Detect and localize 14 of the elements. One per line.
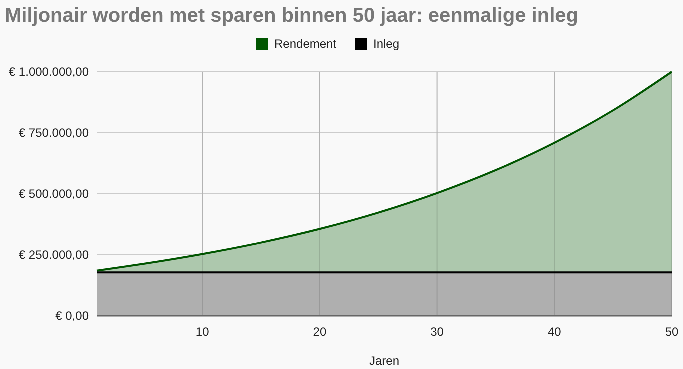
legend-label: Inleg: [374, 37, 400, 51]
y-tick-label: € 500.000,00: [18, 187, 90, 202]
y-tick-label: € 250.000,00: [18, 248, 90, 262]
x-tick-label: 20: [313, 325, 327, 339]
legend-label: Rendement: [274, 37, 338, 51]
y-tick-label: € 1.000.000,00: [8, 65, 90, 80]
x-tick-label: 30: [430, 325, 444, 339]
x-axis-title: Jaren: [369, 354, 400, 368]
x-tick-label: 50: [665, 325, 679, 339]
y-tick-label: € 750.000,00: [18, 126, 90, 140]
y-tick-label: € 0,00: [56, 309, 90, 324]
x-tick-label: 40: [548, 325, 562, 339]
x-tick-label: 10: [196, 325, 210, 339]
chart-title: Miljonair worden met sparen binnen 50 jaar: eenmalige inleg: [5, 5, 578, 27]
